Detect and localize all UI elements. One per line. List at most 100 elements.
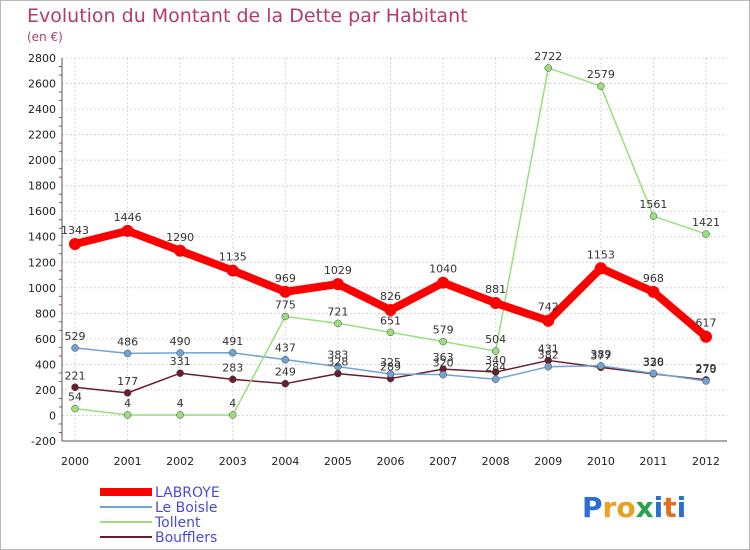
data-label: 1446	[114, 211, 142, 224]
data-label: 377	[590, 349, 611, 362]
data-point	[226, 264, 239, 277]
logo-letter: r	[603, 491, 617, 524]
data-label: 340	[485, 354, 506, 367]
data-point	[123, 389, 132, 397]
data-label: 283	[222, 361, 243, 374]
data-point	[69, 238, 81, 251]
data-label: 2722	[534, 50, 562, 63]
series-le-boisle	[71, 344, 710, 385]
data-label: 491	[222, 335, 243, 348]
data-label: 1343	[61, 224, 89, 237]
data-point	[491, 347, 500, 355]
data-point	[123, 411, 132, 419]
data-label: 504	[485, 333, 506, 346]
data-point	[544, 362, 552, 371]
data-label: 4	[229, 397, 236, 410]
data-label: 363	[433, 351, 454, 364]
data-point	[702, 377, 710, 385]
data-label: 249	[275, 366, 296, 379]
series-labroye	[69, 224, 712, 343]
data-label: 382	[538, 349, 559, 362]
logo-letter: P	[582, 491, 603, 524]
y-tick-label: 1400	[28, 231, 56, 244]
data-point	[439, 337, 447, 346]
x-tick-label: 2012	[692, 455, 720, 468]
y-tick-label: 1000	[28, 282, 56, 295]
data-point	[334, 319, 342, 328]
data-label: 331	[170, 355, 191, 368]
x-tick-label: 2009	[534, 455, 562, 468]
data-labels: 1343 1446 1290 1135 969 1029 826 1040 881 742 1153…	[61, 50, 720, 410]
data-point	[334, 362, 342, 371]
data-label: 284	[485, 361, 506, 374]
data-point	[597, 362, 605, 370]
data-label: 486	[117, 335, 138, 348]
data-label: 437	[275, 342, 296, 355]
data-point	[386, 370, 395, 378]
data-point	[229, 349, 237, 357]
data-label: 1040	[429, 263, 457, 276]
x-tick-label: 2003	[219, 455, 247, 468]
series-tollent	[71, 64, 710, 419]
x-tick-label: 2007	[429, 455, 457, 468]
data-label: 968	[643, 272, 664, 285]
x-tick-label: 2001	[114, 455, 142, 468]
data-label: 651	[380, 314, 401, 327]
x-tick-label: 2010	[587, 455, 615, 468]
data-point	[281, 312, 290, 321]
data-label: 270	[696, 363, 717, 376]
data-point	[597, 82, 605, 90]
data-label: 579	[433, 324, 454, 337]
data-label: 221	[65, 369, 86, 382]
x-tick-label: 2002	[166, 455, 194, 468]
y-tick-label: -200	[31, 435, 56, 448]
y-tick-label: 2400	[28, 103, 56, 116]
logo-letter: i	[677, 491, 687, 524]
x-tick-label: 2000	[61, 455, 89, 468]
data-point	[229, 411, 237, 419]
legend-label: LABROYE	[155, 485, 220, 501]
data-point	[281, 379, 290, 388]
data-label: 1561	[639, 198, 667, 211]
data-point	[176, 349, 184, 357]
data-point	[439, 370, 447, 379]
data-label: 54	[68, 391, 82, 404]
data-point	[700, 330, 712, 343]
grid	[62, 57, 727, 442]
data-point	[281, 355, 290, 364]
x-tick-label: 2011	[639, 455, 667, 468]
data-label: 775	[275, 299, 296, 312]
data-point	[649, 212, 658, 220]
data-point	[121, 224, 134, 237]
data-point	[123, 349, 132, 358]
data-point	[176, 411, 184, 419]
data-label: 431	[538, 342, 559, 355]
data-point	[229, 375, 237, 384]
data-point	[649, 369, 658, 378]
x-tick-label: 2008	[482, 455, 510, 468]
data-point	[702, 230, 710, 238]
data-label: 490	[170, 335, 191, 348]
y-tick-label: 1800	[28, 180, 56, 193]
y-tick-label: 200	[35, 384, 56, 397]
data-label: 1029	[324, 264, 352, 277]
data-point	[71, 404, 79, 413]
y-tick-label: 2000	[28, 154, 56, 167]
x-tick-label: 2006	[377, 455, 405, 468]
logo-letter: x	[636, 491, 654, 524]
data-label: 969	[275, 272, 296, 285]
legend-label: Le Boisle	[155, 500, 217, 516]
data-point	[594, 262, 607, 275]
data-label: 617	[696, 317, 717, 330]
data-label: 742	[538, 301, 559, 314]
data-point	[491, 375, 500, 383]
logo-letter: i	[654, 491, 664, 524]
legend-item: LABROYE	[100, 485, 220, 501]
data-label: 289	[380, 361, 401, 374]
data-point	[489, 296, 502, 309]
data-point	[386, 328, 395, 337]
legend-label: Tollent	[154, 515, 201, 531]
legend-label: Boufflers	[155, 530, 217, 546]
data-label: 1153	[587, 248, 615, 261]
